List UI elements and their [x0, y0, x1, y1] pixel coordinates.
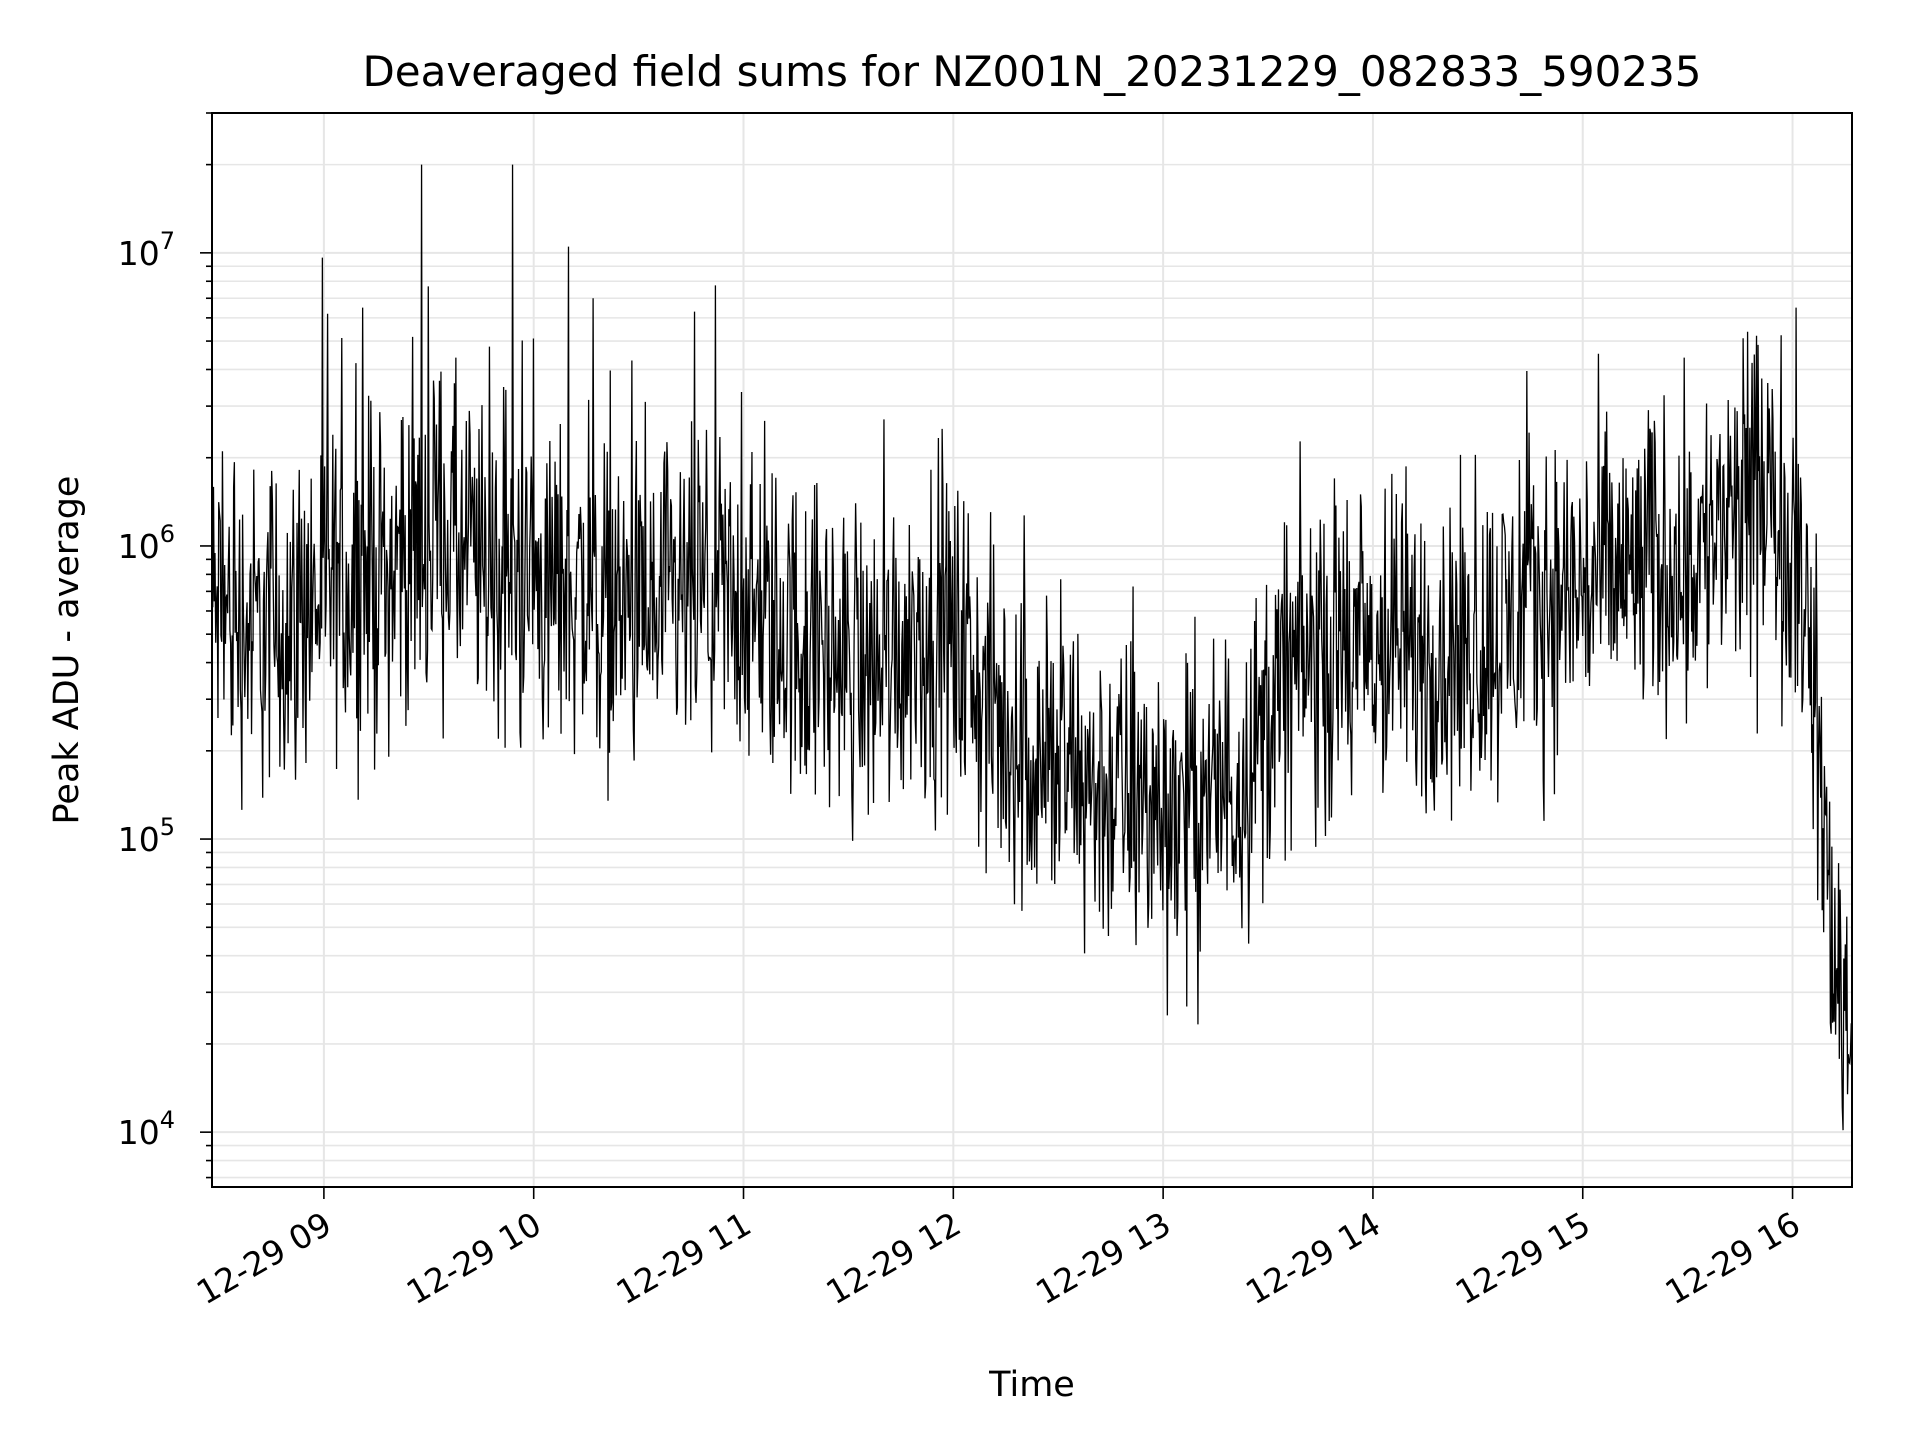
- x-tick-label: 12-29 13: [1029, 1204, 1177, 1312]
- chart-title: Deaveraged field sums for NZ001N_2023122…: [362, 47, 1701, 96]
- y-tick-label: 107: [118, 227, 175, 273]
- x-tick-label: 12-29 09: [190, 1204, 338, 1312]
- x-tick-label: 12-29 12: [819, 1204, 967, 1312]
- x-tick-label: 12-29 14: [1239, 1204, 1387, 1312]
- y-axis: 104 105 106 107: [118, 112, 212, 1179]
- y-tick-label: 106: [118, 520, 175, 566]
- y-axis-title: Peak ADU - average: [47, 476, 87, 825]
- y-tick-label: 105: [118, 813, 175, 859]
- series-line: [211, 164, 1853, 1131]
- y-tick-label: 104: [118, 1106, 175, 1152]
- x-tick-label: 12-29 15: [1449, 1204, 1597, 1312]
- series-layer: [211, 164, 1853, 1131]
- x-axis-title: Time: [988, 1365, 1075, 1405]
- x-tick-label: 12-29 11: [610, 1204, 758, 1312]
- x-tick-label: 12-29 16: [1659, 1204, 1807, 1312]
- x-tick-label: 12-29 10: [400, 1204, 548, 1312]
- plot-frame: [211, 112, 1853, 1188]
- x-axis: 12-29 09 12-29 10 12-29 11 12-29 12 12-29 13…: [190, 1187, 1807, 1312]
